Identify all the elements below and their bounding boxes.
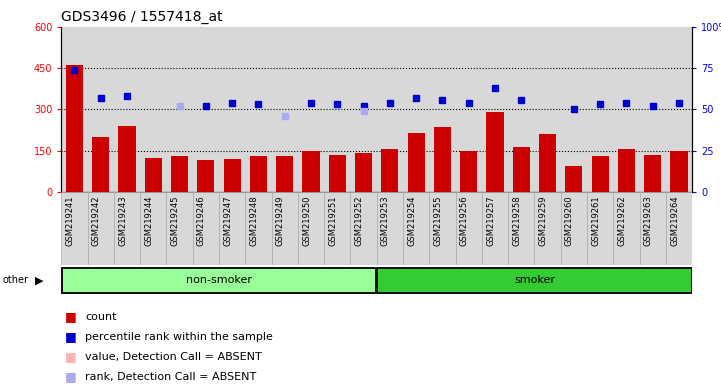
Bar [381,149,399,192]
Bar [487,112,503,192]
Text: percentile rank within the sample: percentile rank within the sample [85,332,273,342]
Bar [434,127,451,192]
Text: GSM219254: GSM219254 [407,196,416,246]
Bar [276,156,293,192]
Bar [298,192,324,265]
Bar [539,134,556,192]
Text: ■: ■ [65,350,76,363]
Text: GSM219245: GSM219245 [171,196,180,246]
Bar [61,192,87,265]
Text: GSM219247: GSM219247 [223,196,232,246]
Bar [303,151,319,192]
Bar [92,137,110,192]
Bar [666,192,692,265]
Bar [407,133,425,192]
Bar [324,192,350,265]
Bar [140,192,167,265]
Text: smoker: smoker [514,275,555,285]
Bar [245,192,272,265]
Text: other: other [2,275,28,285]
Bar [403,192,429,265]
Text: GSM219250: GSM219250 [302,196,311,246]
Bar [250,156,267,192]
Text: GSM219252: GSM219252 [355,196,363,246]
Text: GSM219263: GSM219263 [644,196,653,247]
Text: GSM219256: GSM219256 [460,196,469,246]
Bar [561,192,587,265]
Text: ▶: ▶ [35,275,43,285]
Bar [219,192,245,265]
Bar [145,157,162,192]
Text: ■: ■ [65,310,76,323]
Text: GSM219259: GSM219259 [539,196,547,246]
Text: GSM219244: GSM219244 [144,196,154,246]
Bar [592,156,609,192]
Text: GSM219255: GSM219255 [433,196,443,246]
Text: non-smoker: non-smoker [186,275,252,285]
Bar [429,192,456,265]
Bar [224,180,241,192]
Bar [482,192,508,265]
Text: GSM219261: GSM219261 [591,196,600,246]
Text: GDS3496 / 1557418_at: GDS3496 / 1557418_at [61,10,223,23]
Bar [640,192,666,265]
Bar [114,192,140,265]
Bar [118,126,136,192]
Text: GSM219242: GSM219242 [92,196,101,246]
Bar [63,269,376,291]
Bar [378,269,691,291]
Bar [198,161,214,192]
Bar [167,192,193,265]
Text: GSM219262: GSM219262 [617,196,627,246]
Text: count: count [85,312,117,322]
Bar [671,151,688,192]
Text: ■: ■ [65,370,76,383]
Bar [171,156,188,192]
Bar [329,155,346,192]
Bar [350,192,376,265]
Bar [587,192,614,265]
Bar [224,159,241,192]
Text: GSM219248: GSM219248 [249,196,258,246]
Text: GSM219249: GSM219249 [275,196,285,246]
Bar [508,192,534,265]
Bar [376,192,403,265]
Bar [644,155,661,192]
Text: GSM219241: GSM219241 [66,196,74,246]
Bar [355,154,372,192]
Text: GSM219264: GSM219264 [670,196,679,246]
Text: GSM219251: GSM219251 [328,196,337,246]
Text: GSM219253: GSM219253 [381,196,390,246]
Bar [87,192,114,265]
Bar [381,149,399,192]
Bar [456,192,482,265]
Text: GSM219246: GSM219246 [197,196,206,246]
Text: ■: ■ [65,330,76,343]
Text: GSM219260: GSM219260 [565,196,574,246]
Text: GSM219258: GSM219258 [513,196,521,246]
Bar [618,149,635,192]
Bar [145,157,162,192]
Bar [276,180,293,192]
Bar [513,147,530,192]
Text: GSM219257: GSM219257 [486,196,495,246]
Bar [272,192,298,265]
Text: rank, Detection Call = ABSENT: rank, Detection Call = ABSENT [85,372,257,382]
Text: GSM219243: GSM219243 [118,196,127,246]
Bar [534,192,561,265]
Bar [66,65,83,192]
Text: value, Detection Call = ABSENT: value, Detection Call = ABSENT [85,352,262,362]
Bar [565,166,583,192]
Bar [460,151,477,192]
Bar [193,192,219,265]
Bar [614,192,640,265]
